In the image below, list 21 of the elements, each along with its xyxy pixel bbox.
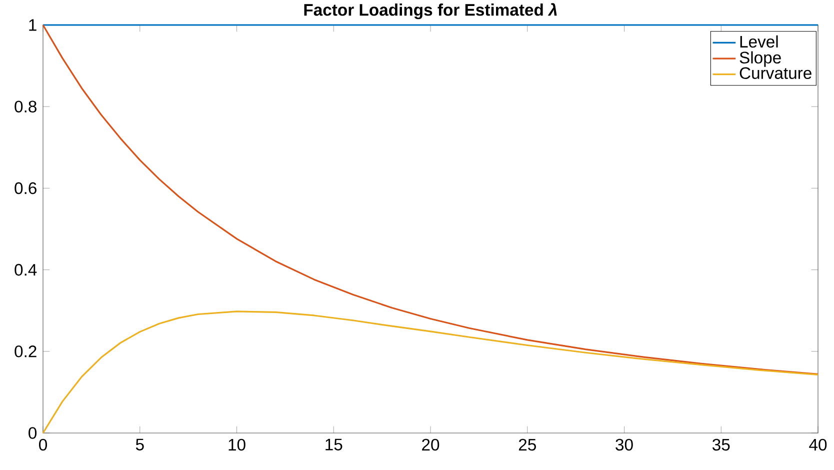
line-series [42, 24, 819, 376]
y-tick-label: 0 [28, 427, 37, 439]
legend-label: Level [740, 35, 778, 48]
x-tick-label: 5 [136, 438, 144, 450]
x-tick-label: 10 [228, 438, 246, 451]
y-tick-label: 0.8 [14, 100, 36, 112]
x-tick-label: 30 [616, 438, 633, 451]
x-tick-label: 15 [326, 438, 342, 450]
x-tick-label: 0 [39, 438, 47, 451]
chart-title: Factor Loadings for Estimated λ [304, 3, 557, 20]
legend-label: Curvature [740, 67, 812, 79]
legend-label: Slope [740, 51, 781, 67]
y-tick-label: 0.2 [14, 346, 36, 358]
y-tick-label: 0.6 [14, 182, 36, 194]
y-tick-label: 0.4 [14, 264, 37, 276]
y-tick-label: 1 [29, 19, 36, 31]
x-tick-label: 25 [518, 438, 536, 451]
x-tick-label: 40 [809, 438, 827, 451]
line-series [42, 310, 819, 434]
x-tick-label: 20 [422, 438, 440, 451]
x-tick-label: 35 [712, 438, 730, 451]
